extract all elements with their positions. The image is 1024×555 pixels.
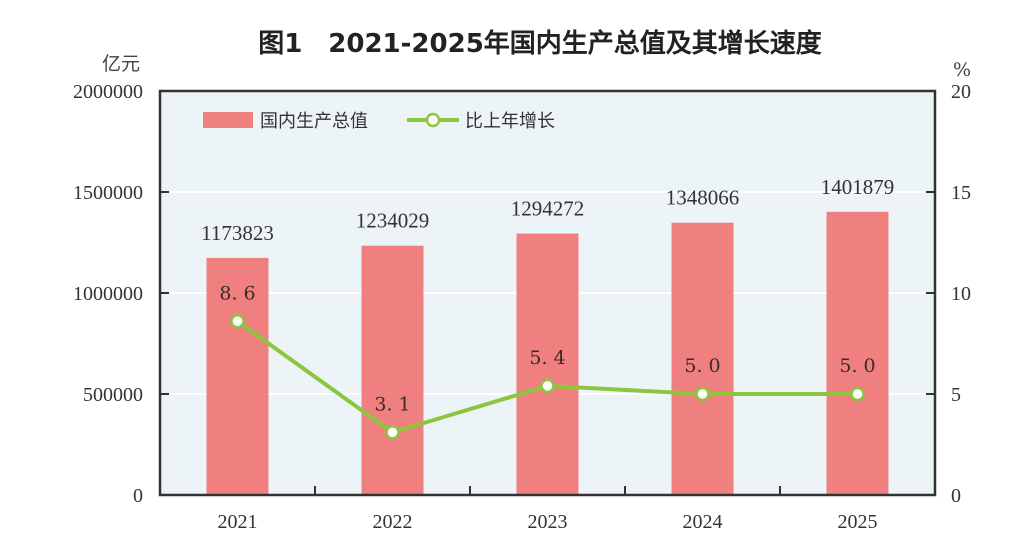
growth-point xyxy=(850,386,865,402)
left-tick-label: 1000000 xyxy=(73,283,143,305)
legend-label-gdp: 国内生产总值 xyxy=(260,111,368,132)
bar-value-label: 1401879 xyxy=(821,175,895,199)
right-axis-unit: % xyxy=(953,59,971,81)
bar-value-label: 1348066 xyxy=(666,186,740,210)
legend-swatch-gdp xyxy=(203,112,253,128)
right-tick-label: 20 xyxy=(951,81,971,103)
left-tick-label: 500000 xyxy=(83,384,143,406)
right-tick-label: 5 xyxy=(951,384,961,406)
right-tick-label: 10 xyxy=(951,283,971,305)
growth-value-label: 5. 0 xyxy=(684,355,720,377)
left-tick-label: 0 xyxy=(133,485,143,507)
x-tick-label: 2021 xyxy=(218,511,258,533)
chart-title: 图1 2021-2025年国内生产总值及其增长速度 xyxy=(258,28,822,59)
growth-value-label: 5. 0 xyxy=(839,355,875,377)
legend-label-growth: 比上年增长 xyxy=(465,111,555,132)
growth-point xyxy=(695,386,710,402)
x-tick-label: 2022 xyxy=(373,511,413,533)
growth-value-label: 3. 1 xyxy=(374,393,410,415)
data-labels: 1173823 1234029 1294272 1348066 1401879 8. 6 3… xyxy=(201,175,894,416)
x-tick-label: 2024 xyxy=(683,511,723,533)
growth-value-label: 5. 4 xyxy=(529,347,565,369)
bar xyxy=(361,245,424,495)
growth-point xyxy=(385,425,400,440)
left-axis-unit: 亿元 xyxy=(102,53,140,75)
x-tick-label: 2023 xyxy=(528,511,568,533)
bar xyxy=(206,257,269,495)
bar-value-label: 1173823 xyxy=(201,221,274,245)
bar-value-label: 1294272 xyxy=(511,197,585,221)
legend-swatch-growth-marker xyxy=(425,112,441,128)
bar-value-label: 1234029 xyxy=(356,209,430,233)
right-tick-label: 15 xyxy=(951,182,971,204)
x-tick-label: 2025 xyxy=(838,511,878,533)
bar xyxy=(826,211,889,495)
growth-value-label: 8. 6 xyxy=(219,282,255,304)
right-tick-label: 0 xyxy=(951,485,961,507)
legend: 国内生产总值 比上年增长 xyxy=(203,111,555,132)
bar xyxy=(671,222,734,495)
bars xyxy=(206,211,889,495)
bar xyxy=(516,233,579,495)
left-tick-label: 2000000 xyxy=(73,81,143,103)
axis-ticks: 0 500000 1000000 1500000 2000000 0 5 10 15 20 2021… xyxy=(73,81,971,533)
plot-frame xyxy=(158,89,937,497)
growth-line xyxy=(230,314,865,440)
growth-point xyxy=(540,378,555,394)
left-tick-label: 1500000 xyxy=(73,182,143,204)
growth-point xyxy=(230,314,245,329)
